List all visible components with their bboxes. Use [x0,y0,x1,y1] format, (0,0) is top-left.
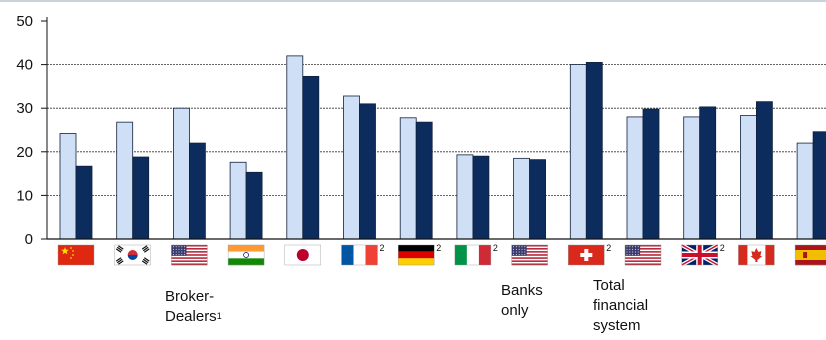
bar-series-1 [626,116,644,240]
flag-footnote: 2 [720,243,725,253]
flag-footnote: 2 [606,243,611,253]
france-flag-icon [341,244,378,266]
bar-series-2 [756,101,773,240]
y-tick-label: 30 [16,100,33,117]
y-tick-label: 20 [16,144,33,161]
y-tick-label: 10 [16,187,33,204]
india-flag-icon [227,244,265,266]
china-flag-icon [57,244,95,266]
korea-flag-icon [114,244,151,266]
bar-series-1 [569,64,587,240]
bar-series-2 [415,121,433,240]
bar-series-1 [796,142,814,240]
japan-flag-icon [284,244,321,266]
bar-series-2 [812,131,826,240]
y-axis-ticks: 0 10 20 30 40 50 [16,13,47,248]
spain-flag-icon [794,244,826,266]
bar-series-1 [513,157,530,240]
flag-footnote: 2 [380,243,385,253]
bar-series-2 [245,171,263,240]
bar-series-1 [172,107,190,240]
bar-series-2 [585,62,603,240]
us-flag-icon [511,244,548,266]
annotation-banks-only: Banks only [501,282,543,319]
bar-series-1 [399,117,417,240]
uk-flag-icon [680,243,719,267]
italy-flag-icon [454,244,492,266]
bar-series-2 [132,156,150,240]
bar-series-1 [343,95,360,240]
canada-flag-icon [738,244,775,266]
y-tick-label: 40 [16,57,33,74]
germany-flag-icon [398,244,435,266]
bar-series-1 [740,115,757,240]
axes [46,17,826,240]
flag-footnote: 2 [436,243,441,253]
bar-series-2 [642,108,660,240]
bar-series-1 [456,154,474,240]
bar-series-2 [529,159,546,240]
bar-series-2 [699,106,717,240]
top-border [0,0,826,2]
bar-series-2 [472,155,490,240]
bar-series-1 [229,161,247,240]
bar-series-2 [75,165,93,240]
y-tick-label: 50 [16,13,33,30]
us-flag-icon [624,244,662,266]
flag-footnote: 2 [493,243,498,253]
annotation-broker-dealers: Broker- Dealers1 [165,288,222,325]
annotation-total-financial-system: Total financial system [593,277,649,334]
bar-series-1 [683,116,701,240]
bar-series-2 [359,103,376,240]
bar-series-1 [116,121,134,240]
switzerland-flag-icon [568,244,605,266]
y-tick-label: 0 [25,231,33,248]
category-flags: 2 2 2 2 2 [57,243,826,267]
bar-series-2 [302,75,320,240]
bar-series-1 [59,133,77,240]
bars [59,55,826,240]
us-flag-icon [171,244,208,266]
bar-series-2 [188,142,206,240]
bar-series-1 [286,55,304,240]
